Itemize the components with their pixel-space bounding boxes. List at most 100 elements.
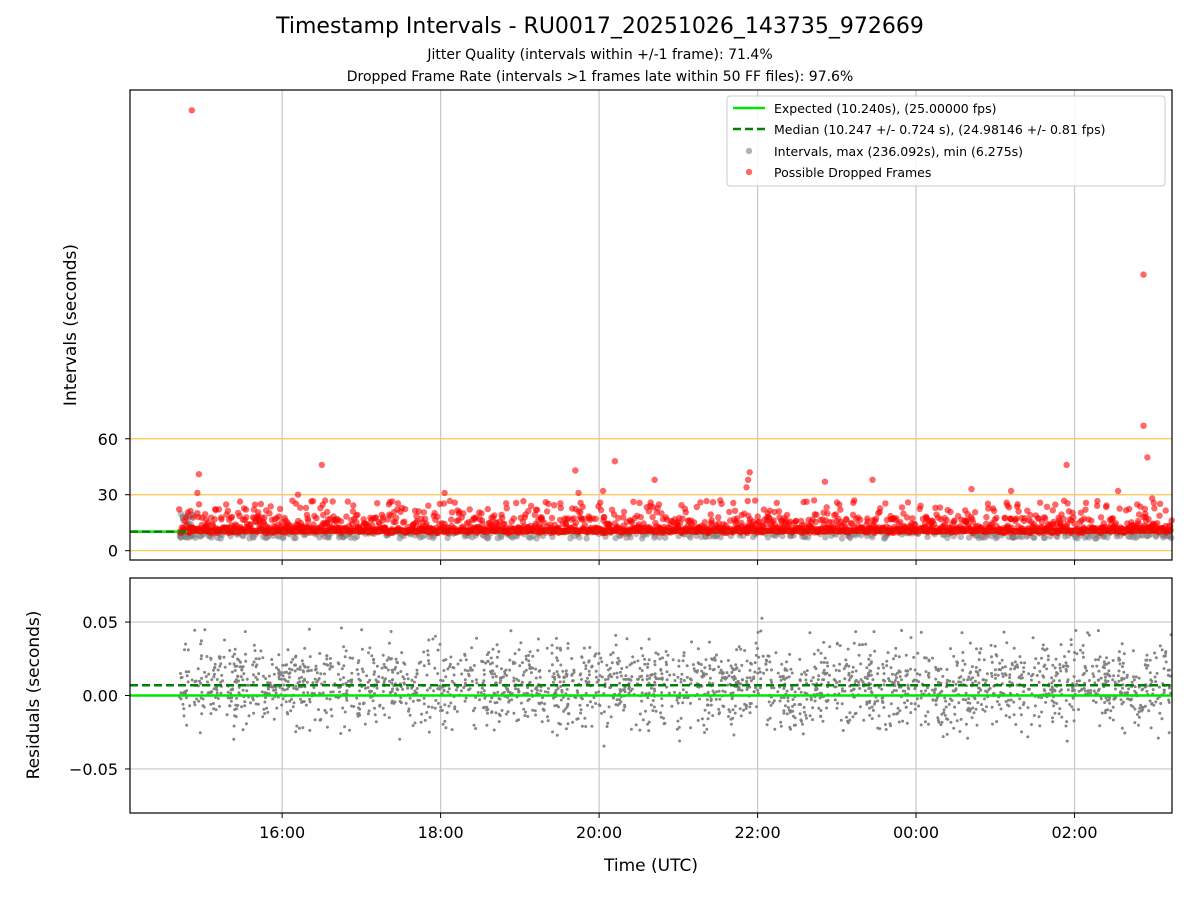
dropped-frame-point bbox=[1043, 503, 1051, 510]
residual-point bbox=[235, 664, 239, 668]
residual-point bbox=[373, 706, 376, 710]
residual-point bbox=[456, 662, 460, 666]
dropped-frame-point bbox=[1071, 520, 1078, 527]
dropped-frame-outlier-point bbox=[821, 478, 829, 485]
residual-point bbox=[887, 677, 891, 681]
dropped-frame-point bbox=[1052, 501, 1059, 508]
dropped-frame-point bbox=[1082, 499, 1090, 506]
residual-point bbox=[937, 669, 940, 673]
residual-point bbox=[1037, 680, 1041, 684]
residual-point bbox=[705, 703, 709, 707]
residual-point bbox=[427, 662, 431, 666]
residual-point bbox=[734, 677, 737, 680]
residual-point bbox=[476, 691, 480, 694]
residual-point bbox=[894, 689, 898, 692]
residual-point bbox=[1103, 701, 1107, 704]
residual-point bbox=[422, 702, 426, 706]
dropped-frame-point bbox=[983, 513, 990, 521]
residual-point bbox=[732, 733, 736, 737]
residual-point bbox=[924, 689, 928, 693]
residual-point bbox=[228, 649, 232, 652]
residual-point bbox=[566, 697, 570, 701]
residual-point bbox=[880, 687, 884, 691]
residual-point bbox=[390, 689, 394, 693]
residual-point bbox=[366, 712, 370, 716]
residual-point bbox=[748, 702, 752, 705]
residual-point bbox=[309, 668, 313, 672]
residual-point bbox=[450, 728, 454, 732]
residual-point bbox=[1098, 724, 1102, 728]
residual-point bbox=[1015, 683, 1019, 687]
residual-point bbox=[1105, 662, 1108, 666]
residual-point bbox=[302, 691, 306, 695]
residual-point bbox=[546, 719, 550, 723]
residual-point bbox=[1120, 678, 1124, 682]
dropped-frame-point bbox=[909, 515, 916, 522]
residual-point bbox=[931, 698, 935, 702]
residual-point bbox=[689, 701, 692, 705]
residual-point bbox=[813, 699, 817, 703]
residual-point bbox=[1107, 669, 1111, 673]
residual-point bbox=[1167, 698, 1171, 702]
residual-point bbox=[799, 718, 803, 722]
residual-point bbox=[417, 698, 421, 702]
dropped-frame-outlier-point bbox=[575, 489, 582, 497]
residual-point bbox=[1092, 699, 1095, 703]
residual-point bbox=[204, 675, 208, 678]
residual-point bbox=[597, 690, 601, 694]
residual-point bbox=[876, 726, 880, 730]
residual-point bbox=[509, 629, 513, 633]
residual-point bbox=[913, 687, 917, 691]
residual-point bbox=[1143, 704, 1147, 708]
residual-point bbox=[647, 658, 651, 662]
residual-point bbox=[598, 674, 602, 678]
residual-point bbox=[675, 698, 679, 702]
residual-point bbox=[1068, 703, 1072, 706]
residual-point bbox=[271, 697, 275, 701]
residual-point bbox=[401, 675, 405, 679]
residual-point bbox=[282, 683, 286, 687]
residual-point bbox=[260, 690, 264, 694]
residual-point bbox=[919, 689, 923, 693]
residual-point bbox=[498, 714, 502, 718]
residual-point bbox=[587, 669, 591, 673]
residual-point bbox=[945, 668, 949, 671]
residual-point bbox=[199, 642, 203, 646]
residual-point bbox=[1104, 681, 1108, 685]
residual-point bbox=[689, 682, 693, 686]
residual-point bbox=[473, 706, 477, 710]
residual-point bbox=[229, 699, 233, 703]
residual-point bbox=[485, 705, 489, 709]
residual-point bbox=[296, 667, 300, 671]
residual-point bbox=[656, 677, 660, 681]
residual-point bbox=[754, 641, 758, 645]
residual-point bbox=[641, 678, 644, 682]
residual-point bbox=[738, 707, 742, 711]
residual-point bbox=[1107, 661, 1111, 665]
residual-point bbox=[665, 670, 669, 674]
residual-point bbox=[299, 697, 302, 701]
residual-point bbox=[555, 733, 559, 737]
residual-point bbox=[1120, 726, 1124, 730]
residual-point bbox=[990, 655, 993, 659]
residual-point bbox=[1061, 665, 1065, 669]
residual-point bbox=[816, 678, 820, 682]
legend-dropped-label: Possible Dropped Frames bbox=[774, 165, 931, 180]
residual-point bbox=[554, 636, 558, 640]
residual-point bbox=[735, 666, 739, 670]
residual-point bbox=[791, 698, 795, 701]
residual-point bbox=[828, 645, 832, 649]
residual-point bbox=[730, 697, 734, 701]
dropped-frame-point bbox=[543, 508, 551, 515]
residual-point bbox=[562, 680, 566, 684]
residual-point bbox=[835, 641, 839, 645]
residual-point bbox=[845, 662, 849, 666]
residual-point bbox=[801, 722, 804, 726]
residual-point bbox=[528, 667, 532, 671]
residual-point bbox=[858, 687, 862, 690]
residual-point bbox=[1051, 663, 1055, 667]
bottom-y-tick-label: −0.05 bbox=[69, 760, 118, 779]
residual-point bbox=[444, 726, 448, 730]
residual-point bbox=[387, 716, 391, 720]
residual-point bbox=[265, 706, 269, 710]
